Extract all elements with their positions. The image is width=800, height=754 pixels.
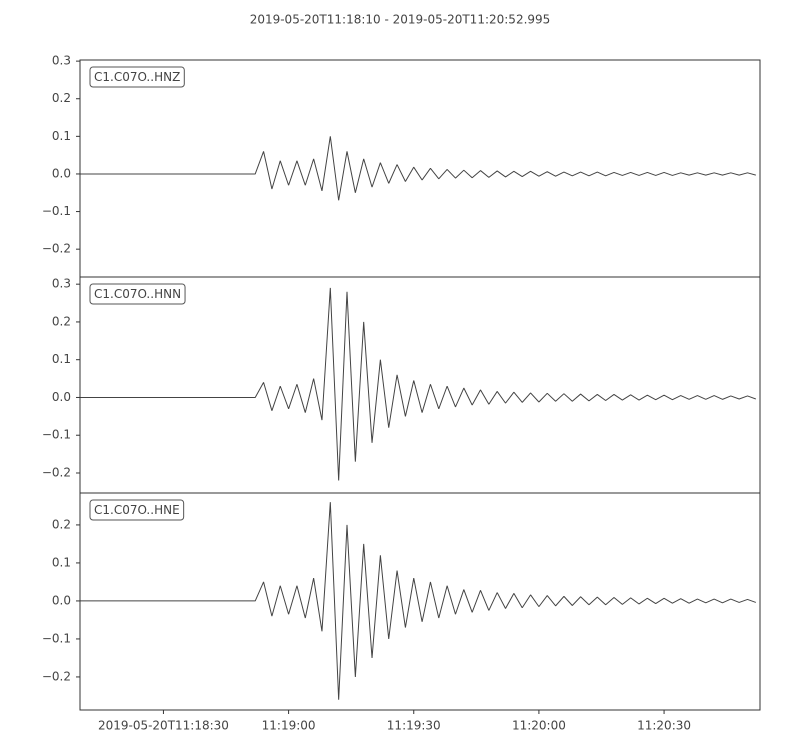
y-tick-label: 0.2 [52,314,71,328]
y-tick-label: 0.0 [52,390,71,404]
y-tick-label: −0.2 [42,465,71,479]
x-tick-label: 11:19:00 [262,719,316,733]
axes-frame [79,492,761,711]
x-tick-label: 11:20:00 [512,719,566,733]
y-tick-label: −0.2 [42,242,71,256]
axes-frame [79,59,761,278]
y-tick-label: 0.2 [52,91,71,105]
x-tick-label: 11:20:30 [637,719,691,733]
y-tick-label: 0.0 [52,593,71,607]
x-tick-label: 2019-05-20T11:18:30 [98,719,229,733]
axes-frame [79,276,761,494]
y-tick-label: 0.1 [52,555,71,569]
trace-label-box [89,499,185,521]
y-tick-label: 0.3 [52,277,71,291]
trace-label: C1.C07O..HNE [94,503,180,517]
waveform [80,136,756,201]
waveform [80,502,757,700]
y-tick-label: −0.1 [42,631,71,645]
trace-label-box [89,66,185,88]
trace-label: C1.C07O..HNN [94,287,181,301]
y-tick-label: 0.2 [52,517,71,531]
y-tick-label: −0.1 [42,428,71,442]
y-tick-label: 0.1 [52,352,71,366]
trace-label: C1.C07O..HNZ [94,70,180,84]
y-tick-label: 0.1 [52,129,71,143]
y-tick-label: 0.3 [52,54,71,68]
chart-title: 2019-05-20T11:18:10 - 2019-05-20T11:20:5… [250,13,551,27]
trace-label-box [89,283,186,305]
y-tick-label: 0.0 [52,166,71,180]
y-tick-label: −0.1 [42,204,71,218]
x-tick-label: 11:19:30 [387,719,441,733]
waveform [80,287,757,481]
y-tick-label: −0.2 [42,669,71,683]
